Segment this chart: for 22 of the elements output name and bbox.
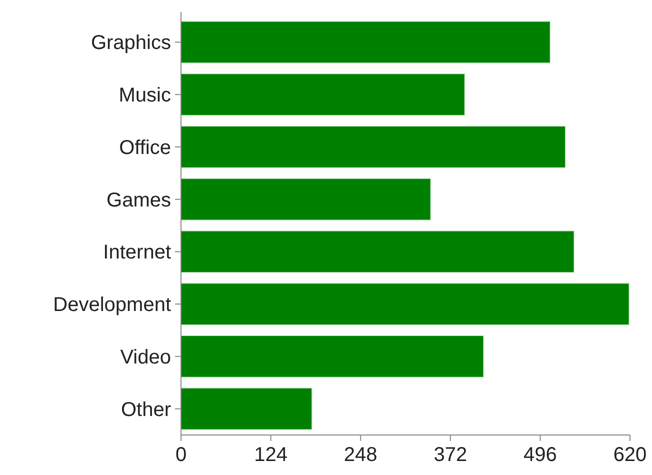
y-tick-label: Office	[119, 136, 171, 159]
y-tick-label: Video	[120, 346, 171, 368]
y-tick-label: Graphics	[90, 32, 171, 54]
x-tick-label: 620	[613, 444, 647, 466]
bar	[180, 125, 566, 168]
bar	[180, 20, 551, 64]
y-tick-label: Games	[106, 189, 171, 212]
y-tick-label: Other	[120, 398, 172, 421]
x-tick-label: 248	[344, 444, 378, 466]
x-tick-label: 372	[434, 444, 468, 466]
bar	[180, 178, 432, 221]
bar	[180, 230, 575, 274]
x-tick-label: 124	[254, 444, 288, 466]
bar	[180, 73, 466, 116]
bar	[180, 282, 630, 326]
x-tick-label: 496	[524, 444, 557, 466]
y-tick-label: Music	[118, 84, 171, 107]
bar	[180, 334, 484, 378]
bar	[180, 387, 313, 430]
y-tick-label: Development	[53, 294, 172, 316]
y-tick-label: Internet	[103, 242, 172, 264]
x-tick-label: 0	[175, 444, 187, 466]
